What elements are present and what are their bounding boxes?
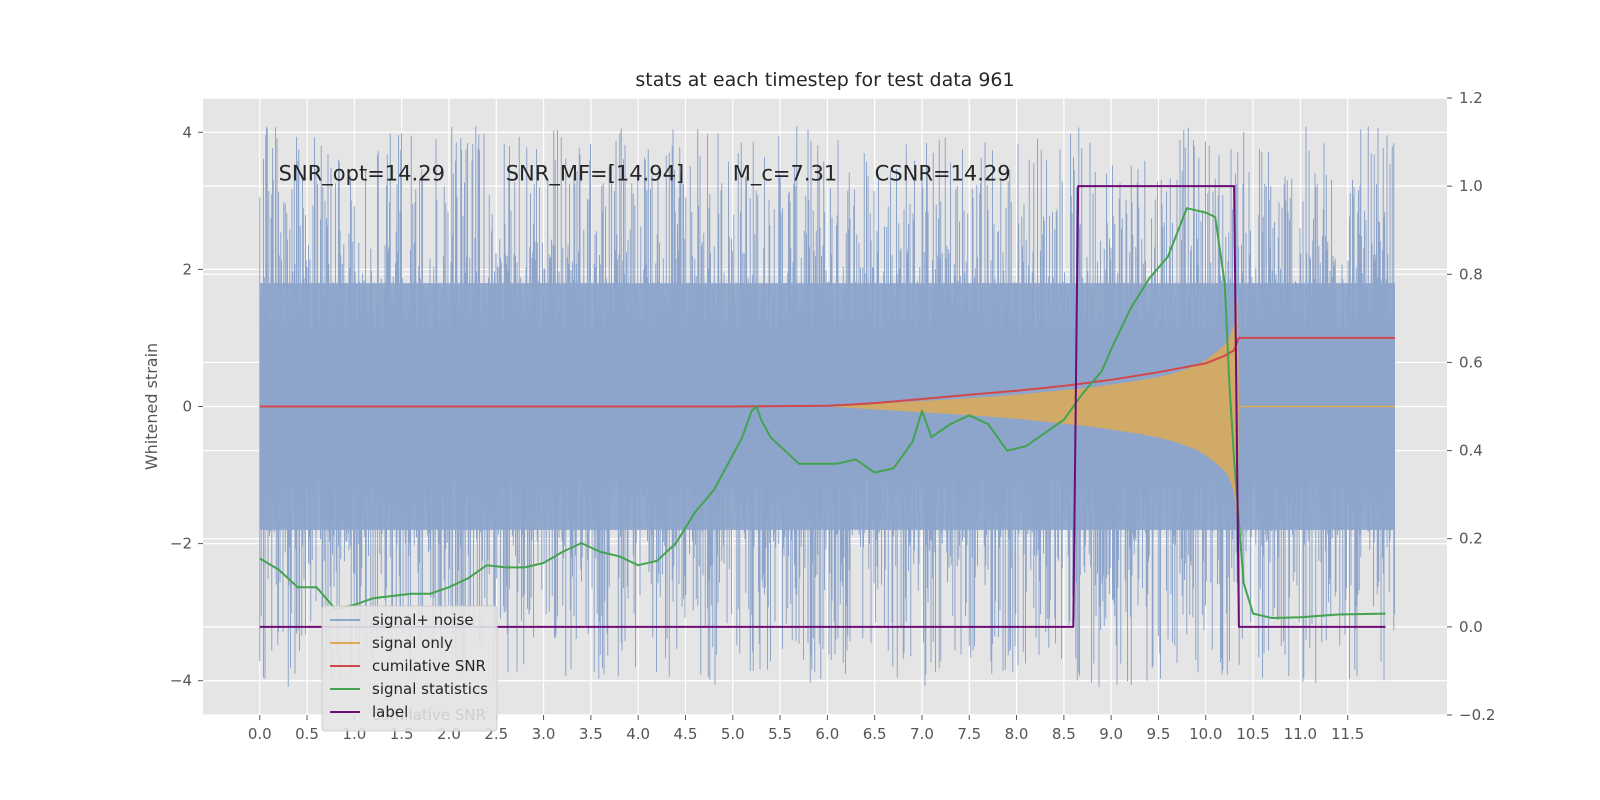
x-tick-label: 7.0 [910,725,934,743]
series-cumulative-snr [259,336,1395,408]
y2-tick-label: 0.8 [1459,265,1483,283]
annotation-text: CSNR=14.29 [875,161,1011,185]
x-tick-label: 0.0 [248,725,272,743]
y-tick-label: 2 [182,260,192,278]
chart-title: stats at each timestep for test data 961 [635,69,1014,91]
y-tick-label: 4 [182,123,192,141]
y2-tick-label: 1.0 [1459,177,1483,195]
series-lines [259,185,1395,628]
y2-tick-label: 0.4 [1459,442,1483,460]
y-tick-label: −4 [170,672,192,690]
annotation-text: SNR_opt=14.29 [279,161,445,186]
legend-box [321,605,498,732]
legend-label: label [372,703,408,721]
legend-label: signal statistics [372,680,488,698]
x-tick-label: 5.5 [768,725,792,743]
y2-tick-label: 0.0 [1459,618,1483,636]
x-tick-label: 3.5 [579,725,603,743]
legend: cumilative SNR signal+ noise signal only cu… [321,605,498,732]
x-tick-label: 10.5 [1236,725,1269,743]
x-tick-label: 9.5 [1147,725,1171,743]
x-tick-label: 11.0 [1284,725,1317,743]
annotation-text: SNR_MF=[14.94] [506,161,684,186]
legend-label: cumilative SNR [372,657,486,675]
y-tick-label: 0 [182,398,192,416]
signal-only-envelope [827,290,1395,529]
x-tick-label: 10.0 [1189,725,1222,743]
x-tick-label: 8.5 [1052,725,1076,743]
x-tick-label: 6.5 [863,725,887,743]
y2-tick-label: 0.6 [1459,353,1483,371]
legend-ghost-text: cumilative SNR [372,706,486,724]
annotations: SNR_opt=14.29 SNR_MF=[14.94] M_c=7.31 CSNR=… [279,161,1011,186]
annotation-text: M_c=7.31 [733,161,838,186]
x-tick-label: 9.0 [1099,725,1123,743]
x-tick-label: 0.5 [295,725,319,743]
x-tick-label: 7.5 [957,725,981,743]
series-signal-only [827,290,1395,529]
x-tick-label: 11.5 [1331,725,1364,743]
y2-tick-label: 1.2 [1459,89,1483,107]
x-tick-label: 4.5 [674,725,698,743]
x-tick-label: 4.0 [626,725,650,743]
legend-label: signal+ noise [372,611,474,629]
legend-label: signal only [372,634,453,652]
x-tick-label: 5.0 [721,725,745,743]
x-tick-label: 3.0 [532,725,556,743]
y-axis-label: Whitened strain [142,343,161,470]
y2-tick-label: 0.2 [1459,530,1483,548]
series-label [259,185,1386,628]
x-tick-label: 8.0 [1005,725,1029,743]
y-tick-label: −2 [170,535,192,553]
x-tick-label: 6.0 [815,725,839,743]
series-signal-statistics [259,207,1386,619]
y2-tick-label: −0.2 [1459,706,1495,724]
